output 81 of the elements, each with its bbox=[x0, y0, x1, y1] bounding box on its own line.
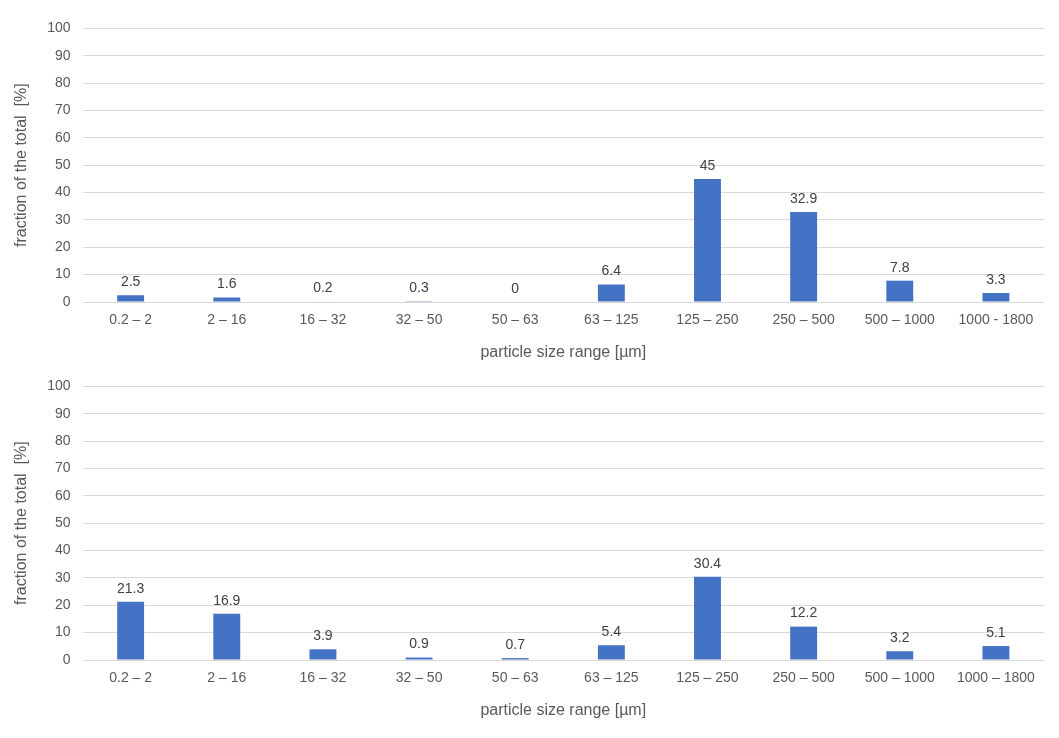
bar bbox=[213, 297, 241, 302]
y-tick-label: 100 bbox=[47, 19, 71, 36]
data-label: 3.9 bbox=[313, 627, 333, 644]
data-label: 0.3 bbox=[409, 279, 429, 296]
x-tick-label: 0.2 – 2 bbox=[109, 311, 153, 328]
data-label: 2.5 bbox=[120, 273, 141, 290]
x-tick-label: 125 – 250 bbox=[676, 669, 739, 686]
x-tick-label: 2 – 16 bbox=[207, 669, 247, 686]
data-label: 30.4 bbox=[693, 554, 722, 571]
x-tick-label: 1000 – 1800 bbox=[957, 669, 1036, 686]
data-label: 5.1 bbox=[986, 623, 1006, 640]
y-tick-label: 40 bbox=[54, 183, 71, 200]
data-label: 0.7 bbox=[505, 635, 526, 652]
data-label: 16.9 bbox=[213, 591, 241, 608]
y-tick-label: 50 bbox=[54, 156, 71, 173]
y-tick-label: 0 bbox=[62, 292, 71, 309]
y-tick-label: 80 bbox=[54, 431, 71, 448]
y-axis-title: fraction of the total [%] bbox=[12, 83, 30, 248]
x-tick-label: 0.2 – 2 bbox=[109, 669, 153, 686]
x-tick-label: 16 – 32 bbox=[299, 669, 347, 686]
y-tick-label: 20 bbox=[54, 596, 71, 613]
data-label: 3.2 bbox=[890, 629, 910, 646]
y-tick-label: 30 bbox=[54, 210, 71, 227]
y-tick-label: 30 bbox=[54, 568, 71, 585]
bar bbox=[886, 280, 914, 302]
y-tick-label: 70 bbox=[54, 459, 71, 476]
data-label: 6.4 bbox=[601, 262, 622, 279]
bar bbox=[597, 645, 625, 660]
y-tick-label: 70 bbox=[54, 101, 71, 118]
y-tick-label: 40 bbox=[54, 541, 71, 558]
bar bbox=[886, 651, 914, 660]
x-tick-label: 250 – 500 bbox=[772, 669, 835, 686]
data-label: 21.3 bbox=[117, 579, 145, 596]
bar bbox=[694, 178, 721, 302]
data-label: 0.2 bbox=[313, 279, 333, 296]
data-label: 5.4 bbox=[601, 623, 622, 640]
y-tick-label: 20 bbox=[54, 238, 71, 255]
x-axis-title: particle size range [µm] bbox=[480, 342, 647, 360]
y-tick-label: 90 bbox=[54, 46, 71, 63]
data-label: 45 bbox=[699, 156, 716, 173]
bar bbox=[982, 646, 1010, 660]
y-tick-label: 80 bbox=[54, 73, 71, 90]
y-tick-label: 10 bbox=[54, 265, 71, 282]
x-tick-label: 50 – 63 bbox=[491, 669, 539, 686]
bar bbox=[117, 295, 145, 302]
y-tick-label: 90 bbox=[54, 404, 71, 421]
x-axis-title: particle size range [µm] bbox=[480, 700, 647, 718]
data-label: 7.8 bbox=[890, 258, 910, 275]
data-label: 1.6 bbox=[217, 275, 237, 292]
x-tick-label: 1000 - 1800 bbox=[958, 311, 1034, 328]
x-tick-label: 500 – 1000 bbox=[864, 669, 936, 686]
x-tick-label: 50 – 63 bbox=[491, 311, 539, 328]
bar bbox=[982, 292, 1010, 302]
x-tick-label: 250 – 500 bbox=[772, 311, 835, 328]
bar bbox=[213, 613, 241, 660]
bar bbox=[117, 601, 145, 660]
y-tick-label: 100 bbox=[47, 377, 71, 394]
bar bbox=[694, 576, 721, 660]
bar bbox=[790, 211, 818, 302]
x-tick-label: 63 – 125 bbox=[584, 669, 639, 686]
x-tick-label: 2 – 16 bbox=[207, 311, 247, 328]
x-tick-label: 32 – 50 bbox=[395, 311, 443, 328]
data-label: 12.2 bbox=[790, 604, 818, 621]
bar bbox=[309, 649, 337, 660]
data-label: 3.3 bbox=[986, 270, 1006, 287]
y-axis-title: fraction of the total [%] bbox=[12, 441, 30, 606]
x-tick-label: 125 – 250 bbox=[676, 311, 739, 328]
x-tick-label: 63 – 125 bbox=[584, 311, 639, 328]
x-tick-label: 32 – 50 bbox=[395, 669, 443, 686]
data-label: 0.9 bbox=[409, 635, 429, 652]
data-label: 32.9 bbox=[790, 189, 818, 206]
x-tick-label: 500 – 1000 bbox=[864, 311, 936, 328]
y-tick-label: 0 bbox=[62, 650, 71, 667]
y-tick-label: 60 bbox=[54, 486, 71, 503]
bar bbox=[597, 284, 625, 302]
y-tick-label: 50 bbox=[54, 514, 71, 531]
x-tick-label: 16 – 32 bbox=[299, 311, 347, 328]
y-tick-label: 10 bbox=[54, 623, 71, 640]
y-tick-label: 60 bbox=[54, 128, 71, 145]
bar bbox=[790, 626, 818, 660]
data-label: 0 bbox=[511, 279, 520, 296]
